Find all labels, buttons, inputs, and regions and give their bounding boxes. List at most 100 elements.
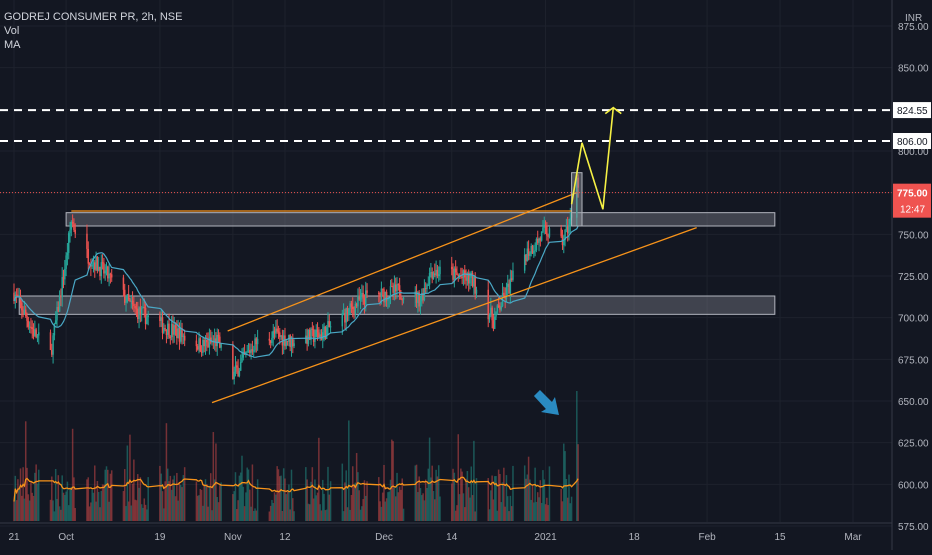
volume-bar xyxy=(166,468,169,521)
candle-body xyxy=(538,238,540,243)
volume-bar xyxy=(86,479,88,521)
volume-bar xyxy=(134,499,136,521)
candle-body xyxy=(474,276,476,294)
volume-bar xyxy=(490,490,492,521)
candle-body xyxy=(95,256,97,270)
volume-bar xyxy=(461,471,463,521)
volume-bar xyxy=(437,465,440,521)
candle-body xyxy=(543,225,545,228)
volume-bar xyxy=(140,504,143,521)
volume-bar xyxy=(181,487,183,521)
volume-bar xyxy=(393,487,396,521)
candle-body xyxy=(22,310,24,315)
candle-body xyxy=(92,262,95,265)
volume-bar xyxy=(497,469,500,521)
candle-body xyxy=(327,321,329,328)
volume-bar xyxy=(381,492,384,521)
candle-body xyxy=(250,349,252,353)
candle-body xyxy=(535,239,538,251)
candle-body xyxy=(107,266,109,279)
volume-bar xyxy=(464,507,466,521)
volume-bar xyxy=(31,492,33,521)
volume-bar xyxy=(396,472,398,521)
candle-body xyxy=(234,365,237,372)
volume-bar xyxy=(217,502,220,521)
price-level-tag xyxy=(893,102,931,119)
volume-bar xyxy=(361,506,363,521)
candle-body xyxy=(536,239,539,243)
candle-body xyxy=(49,332,52,350)
candle-body xyxy=(529,253,531,256)
candle-body xyxy=(507,283,509,287)
candle-body xyxy=(65,255,67,269)
candle-body xyxy=(361,292,363,296)
volume-bar xyxy=(284,478,286,521)
candle-body xyxy=(285,340,288,347)
candle-body xyxy=(211,341,213,343)
volume-bar xyxy=(67,505,70,521)
volume-bar xyxy=(96,480,99,521)
candle-body xyxy=(31,327,33,330)
volume-bar xyxy=(422,493,424,521)
candle-body xyxy=(345,307,347,323)
candle-body xyxy=(249,350,251,353)
x-tick-label: Feb xyxy=(698,532,716,543)
volume-bar xyxy=(165,423,168,521)
candle-body xyxy=(456,272,458,276)
candle-body xyxy=(110,274,113,278)
candle-body xyxy=(24,309,27,316)
volume-bar xyxy=(56,498,58,521)
volume-bar xyxy=(389,479,392,521)
volume-bar xyxy=(415,464,418,521)
candle-body xyxy=(236,365,238,368)
volume-bar xyxy=(323,493,325,521)
volume-bar xyxy=(527,456,530,521)
volume-bar xyxy=(256,479,259,521)
candle-body xyxy=(144,307,147,324)
volume-bar xyxy=(168,481,170,521)
volume-bar xyxy=(316,492,319,521)
candle-body xyxy=(527,248,530,256)
candle-body xyxy=(108,273,110,279)
volume-bar xyxy=(282,468,285,521)
candle-body xyxy=(177,328,179,339)
volume-bar xyxy=(561,501,564,521)
candle-body xyxy=(358,295,360,300)
volume-bar xyxy=(110,470,113,521)
volume-bar xyxy=(32,495,35,521)
volume-bar xyxy=(503,467,505,521)
volume-bar xyxy=(52,500,54,521)
candle-body xyxy=(36,335,39,338)
volume-bar xyxy=(173,475,175,521)
candle-body xyxy=(292,337,294,347)
volume-bar xyxy=(69,488,71,521)
volume-bar xyxy=(363,480,366,521)
volume-bar xyxy=(209,473,212,521)
candle-body xyxy=(160,317,162,321)
volume-bar xyxy=(435,469,437,521)
candle-body xyxy=(322,332,324,340)
candle-body xyxy=(492,320,495,329)
y-tick-label: 650.00 xyxy=(898,397,929,408)
candle-body xyxy=(563,240,565,246)
volume-bar xyxy=(499,473,501,521)
volume-bar xyxy=(127,501,130,521)
volume-bar xyxy=(131,483,134,521)
candle-body xyxy=(64,268,66,280)
candle-body xyxy=(401,299,403,301)
volume-bar xyxy=(531,484,534,521)
volume-bar xyxy=(24,421,27,521)
volume-bar xyxy=(510,506,513,521)
volume-bar xyxy=(505,475,508,521)
volume-bar xyxy=(569,503,572,521)
volume-bar xyxy=(108,501,110,521)
volume-bar xyxy=(475,478,478,521)
indicator-vol[interactable]: Vol xyxy=(4,25,20,37)
volume-bar xyxy=(87,477,90,521)
volume-bar xyxy=(26,467,28,521)
indicator-ma[interactable]: MA xyxy=(4,39,21,51)
candle-body xyxy=(26,315,28,321)
volume-bar xyxy=(123,469,126,521)
